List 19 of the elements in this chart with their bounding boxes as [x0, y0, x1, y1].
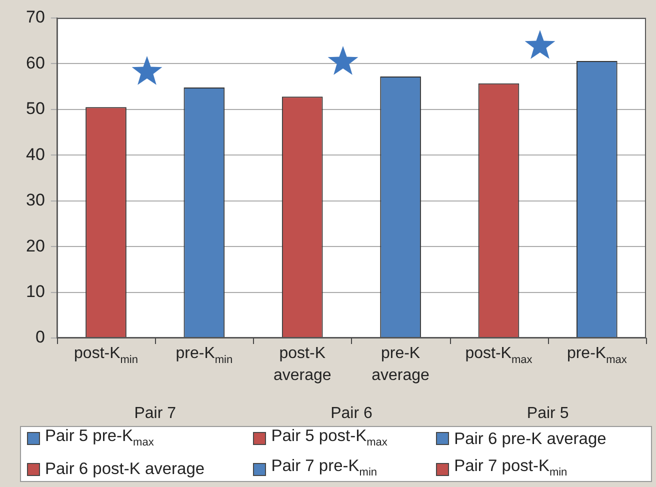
legend-label: Pair 5 post-K$_{max}$: [271, 426, 388, 450]
y-tick-label: 40: [26, 144, 45, 164]
y-tick-label: 30: [26, 190, 45, 210]
text: Pair 6: [330, 405, 372, 422]
x-tick-label: pre-K average: [372, 345, 430, 384]
y-tick-label: 50: [26, 99, 45, 118]
text: Pair 5: [526, 405, 569, 422]
y-tick-label: 0: [35, 328, 45, 347]
x-tick-label: post-K average: [273, 345, 332, 384]
y-tick-label: 70: [26, 8, 45, 27]
legend-label: Pair 7 pre-K$_{min}$: [271, 456, 378, 480]
legend-label: Pair 6 pre-K average: [454, 428, 606, 450]
legend-label: Pair 6 post-K average: [45, 459, 205, 480]
text: Pair 7: [134, 405, 176, 422]
y-tick-label: 20: [26, 236, 45, 256]
y-tick-label: 10: [26, 282, 45, 301]
legend-label: Pair 7 post-K$_{min}$: [454, 456, 568, 480]
y-tick-label: 60: [26, 53, 45, 72]
legend-label: Pair 5 pre-K$_{max}$: [45, 426, 154, 450]
